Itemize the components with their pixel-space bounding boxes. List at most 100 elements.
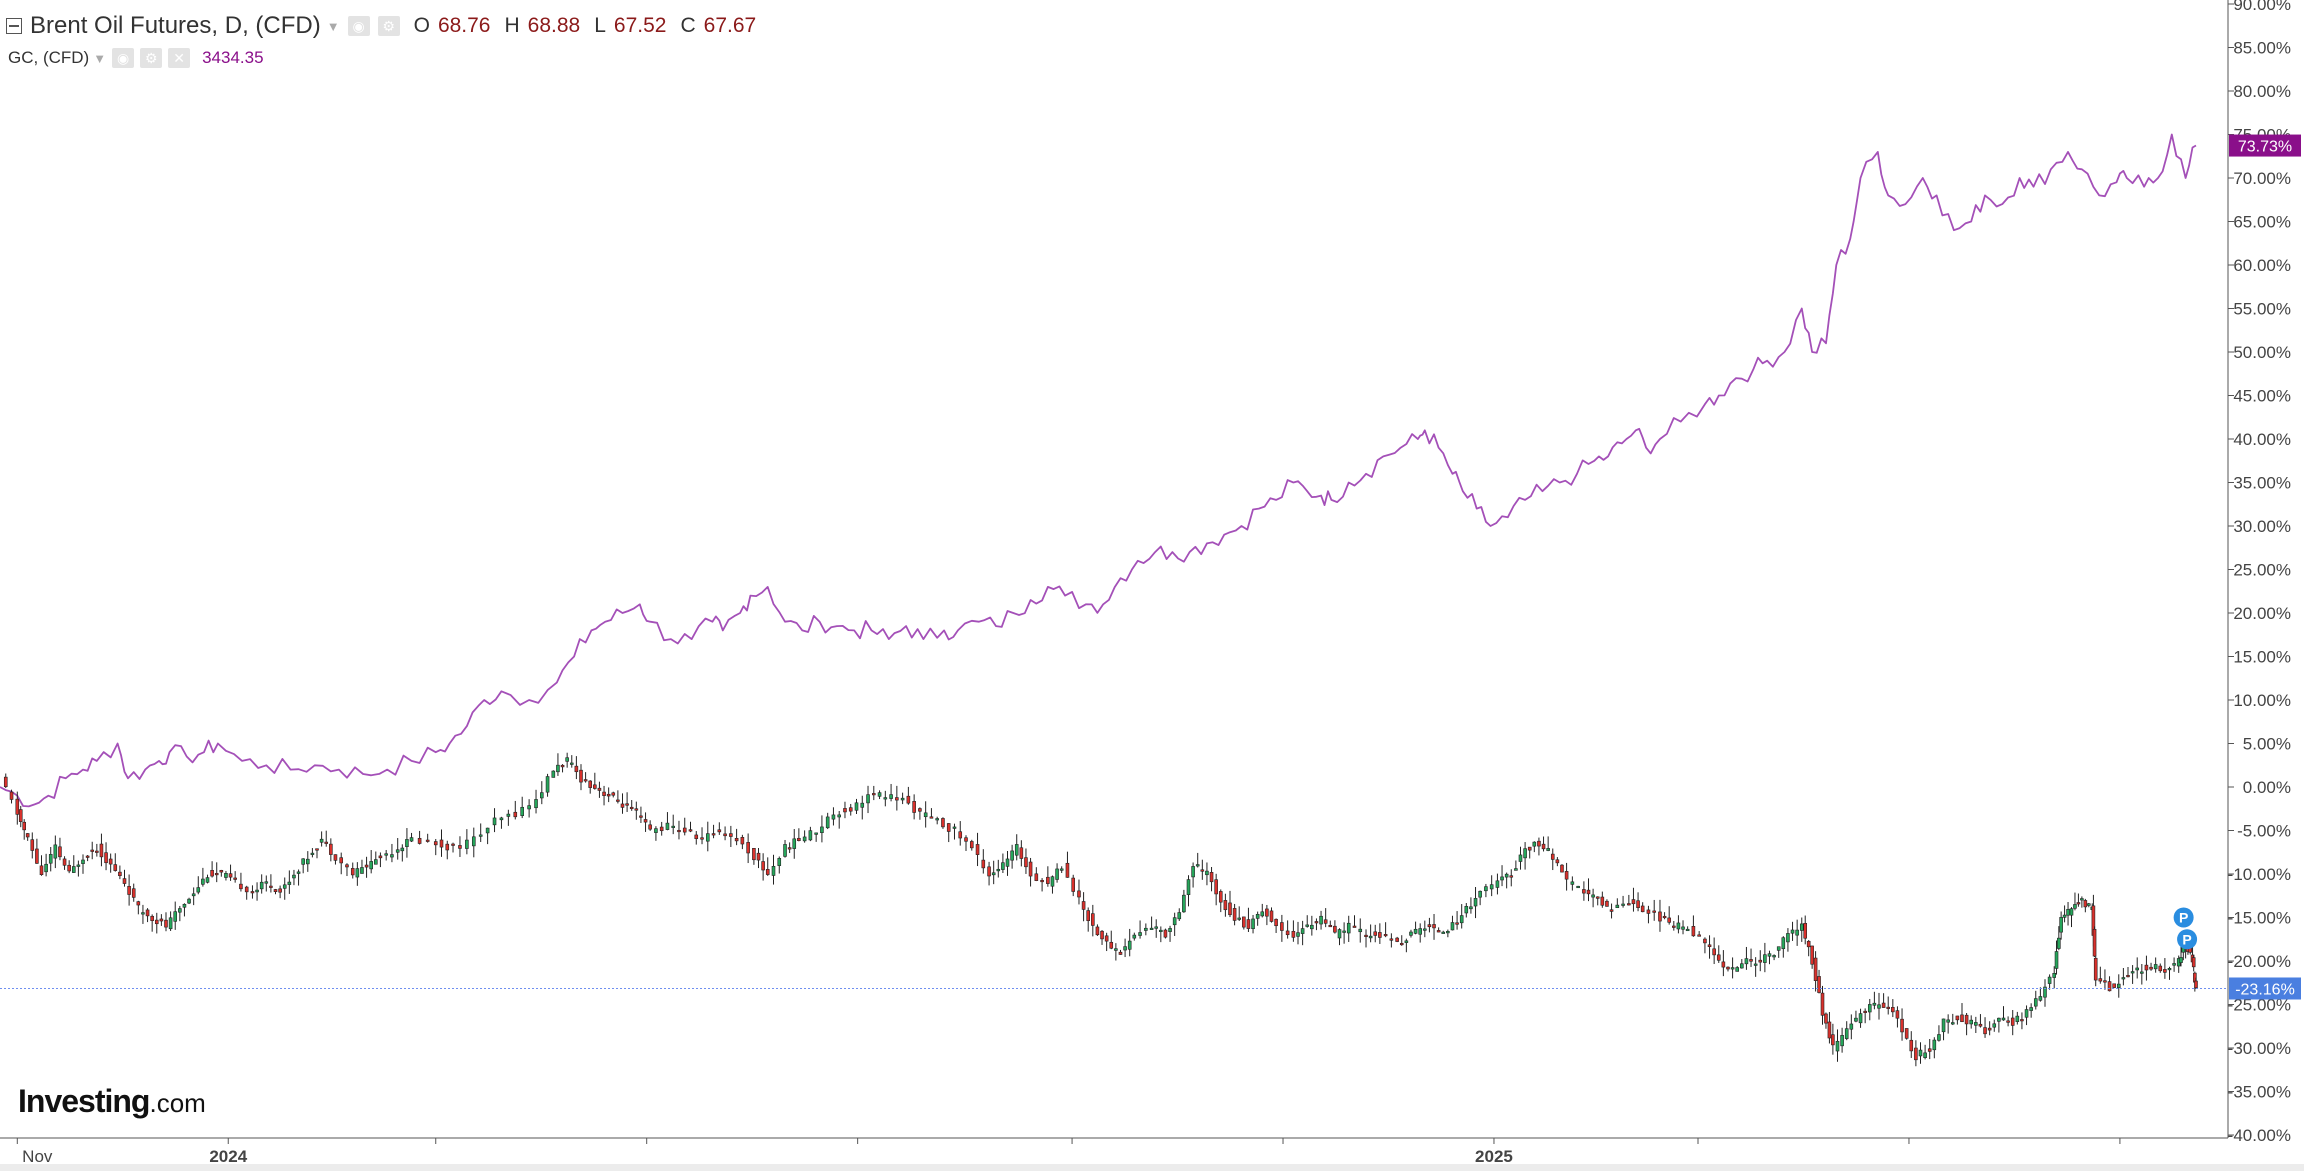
candle-body — [2098, 978, 2103, 982]
candle-body — [1749, 959, 1753, 962]
candle-body — [629, 806, 634, 810]
candle-body — [1730, 967, 1735, 970]
settings-icon[interactable]: ⚙ — [377, 16, 400, 36]
candle-body — [95, 850, 99, 853]
candle-body — [2130, 971, 2135, 974]
candle-body — [1191, 866, 1195, 878]
candle-body — [99, 843, 104, 858]
candle-body — [2076, 902, 2081, 905]
candle-body — [1028, 861, 1033, 877]
candle-body — [22, 821, 26, 831]
candle-body — [90, 849, 95, 852]
candle-body — [2172, 963, 2176, 966]
candle-body — [1232, 908, 1237, 921]
candle-body — [1831, 1034, 1835, 1046]
candle-body — [688, 829, 693, 832]
candle-body — [783, 844, 787, 857]
candle-body — [565, 757, 569, 762]
candle-body — [2020, 1019, 2024, 1022]
candle-body — [1040, 879, 1044, 883]
candle-body — [814, 832, 818, 835]
candle-body — [1144, 927, 1148, 931]
chevron-down-icon[interactable]: ▼ — [326, 18, 340, 34]
candle-body — [395, 849, 400, 853]
candle-body — [1844, 1028, 1849, 1039]
candle-body — [975, 844, 980, 855]
candle-body — [433, 841, 438, 846]
visibility-icon[interactable]: ◉ — [347, 16, 370, 36]
y-tick-label: -20.00% — [2228, 952, 2291, 971]
candle-body — [1532, 841, 1537, 847]
candle-body — [1932, 1039, 1937, 1051]
candle-body — [583, 779, 588, 782]
settings-icon[interactable]: ⚙ — [140, 48, 163, 68]
bottom-scroll-strip[interactable] — [0, 1164, 2304, 1171]
candle-body — [1014, 844, 1019, 856]
visibility-icon[interactable]: ◉ — [112, 48, 135, 68]
candle-body — [1237, 917, 1242, 920]
candle-body — [374, 859, 378, 865]
candle-body — [545, 776, 550, 793]
candle-body — [1368, 935, 1373, 939]
chevron-down-icon[interactable]: ▼ — [93, 50, 107, 66]
candle-body — [108, 858, 113, 865]
candle-body — [1582, 889, 1586, 894]
y-tick-label: 80.00% — [2233, 82, 2291, 101]
candle-body — [527, 805, 531, 810]
candle-body — [611, 792, 616, 796]
candle-body — [499, 817, 504, 821]
candle-body — [1484, 886, 1488, 892]
candle-body — [1296, 932, 1300, 937]
candle-body — [935, 818, 939, 821]
candle-body — [606, 793, 611, 797]
candle-body — [1923, 1052, 1927, 1058]
candle-body — [1104, 935, 1109, 942]
candle-body — [264, 881, 269, 884]
candle-body — [808, 830, 813, 841]
close-icon[interactable]: ✕ — [168, 48, 191, 68]
candle-body — [765, 869, 770, 875]
candle-body — [168, 917, 173, 930]
candle-body — [2135, 967, 2139, 971]
candle-body — [445, 843, 450, 851]
candle-body — [233, 877, 237, 880]
y-tick-label: 25.00% — [2233, 561, 2291, 580]
candle-body — [1950, 1022, 1955, 1025]
candle-body — [1740, 963, 1744, 969]
candle-body — [1992, 1023, 1997, 1028]
candle-body — [1071, 877, 1076, 892]
candle-body — [1081, 901, 1086, 910]
candle-body — [1537, 840, 1541, 847]
candle-body — [1640, 905, 1645, 913]
candle-body — [825, 816, 830, 829]
candle-body — [1100, 930, 1104, 940]
pin-marker-icon — [2177, 929, 2198, 950]
pin-marker-label: P — [2182, 931, 2191, 947]
candle-body — [2191, 957, 2196, 968]
candle-body — [2054, 951, 2059, 969]
candle-body — [1223, 900, 1228, 911]
candle-body — [918, 808, 922, 812]
candle-body — [2087, 903, 2091, 906]
candle-body — [694, 834, 699, 840]
candle-body — [1646, 909, 1651, 914]
candle-body — [648, 824, 652, 830]
candle-body — [1546, 848, 1550, 851]
candle-body — [1118, 951, 1123, 955]
candle-body — [1806, 940, 1811, 948]
candle-body — [900, 797, 905, 801]
candle-body — [848, 807, 853, 812]
candle-body — [1436, 930, 1441, 933]
candle-body — [659, 826, 664, 832]
candle-body — [1086, 910, 1090, 922]
y-tick-label: 50.00% — [2233, 343, 2291, 362]
collapse-legend-icon[interactable] — [6, 18, 22, 34]
candle-body — [634, 808, 639, 811]
candle-body — [18, 809, 23, 822]
candle-body — [81, 859, 85, 864]
candle-body — [2015, 1015, 2020, 1022]
candle-body — [1858, 1013, 1863, 1024]
candle-body — [2107, 981, 2112, 992]
